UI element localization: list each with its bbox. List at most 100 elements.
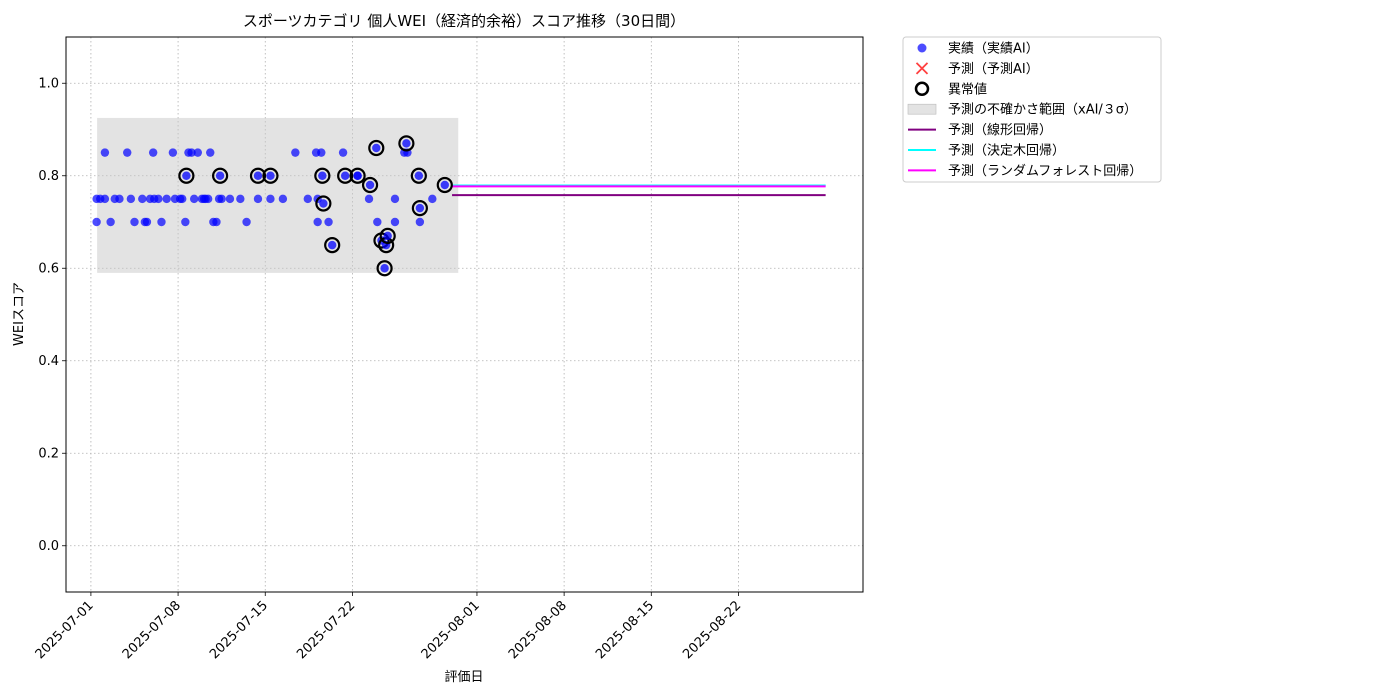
x-tick-label: 2025-08-01 xyxy=(419,598,483,662)
anomaly-ring xyxy=(349,167,366,184)
actual-point xyxy=(189,194,199,204)
anomaly-ring xyxy=(315,195,332,212)
actual-point xyxy=(212,217,221,227)
anomaly-point xyxy=(327,240,337,250)
actual-point xyxy=(126,194,136,204)
anomaly-ring xyxy=(314,167,331,184)
anomaly-ring xyxy=(324,237,341,254)
actual-point xyxy=(324,217,333,227)
actual-point xyxy=(115,194,124,204)
actual-point xyxy=(92,217,101,227)
anomaly-point xyxy=(365,180,375,190)
x-tick-label: 2025-07-01 xyxy=(33,598,97,662)
legend-marker-anomaly xyxy=(914,81,930,97)
y-tick-label: 0.4 xyxy=(38,354,59,369)
y-tick-label: 0.8 xyxy=(38,169,59,184)
plot-area xyxy=(65,36,864,593)
actual-point xyxy=(206,148,215,157)
anomaly-point xyxy=(215,171,225,180)
actual-point xyxy=(338,148,348,157)
anomaly-point xyxy=(372,143,381,153)
chart-title: スポーツカテゴリ 個人WEI（経済的余裕）スコア推移（30日間） xyxy=(243,12,685,30)
legend-frame xyxy=(902,36,1162,183)
actual-point xyxy=(428,194,437,204)
actual-point xyxy=(203,194,213,204)
anomaly-point xyxy=(340,171,350,180)
actual-point xyxy=(225,194,235,204)
actual-point xyxy=(390,217,400,227)
anomaly-ring xyxy=(411,200,428,217)
anomaly-point xyxy=(266,171,275,180)
anomaly-ring xyxy=(398,135,415,152)
anomaly-ring xyxy=(262,167,279,184)
x-tick-label: 2025-07-15 xyxy=(207,598,271,662)
anomaly-point xyxy=(383,231,392,241)
x-tick-label: 2025-07-22 xyxy=(294,598,358,662)
legend-label: 予測（ランダムフォレスト回帰） xyxy=(948,163,1142,179)
y-axis-label: WEIスコア xyxy=(12,282,27,346)
anomaly-ring xyxy=(361,176,379,194)
anomaly-ring xyxy=(249,167,267,184)
legend-label: 異常値 xyxy=(948,81,987,97)
actual-point xyxy=(317,148,326,157)
anomaly-ring xyxy=(376,260,393,277)
actual-point xyxy=(168,148,178,157)
anomaly-point xyxy=(415,203,425,213)
actual-point xyxy=(278,194,288,204)
actual-point xyxy=(242,217,251,227)
anomaly-ring xyxy=(410,167,427,184)
anomaly-point xyxy=(253,171,263,180)
actual-point xyxy=(390,194,400,204)
actual-point xyxy=(162,194,171,204)
actual-point xyxy=(157,217,166,227)
anomaly-point xyxy=(402,139,411,148)
legend-label: 予測（決定木回帰） xyxy=(948,143,1065,159)
x-tick-label: 2025-08-15 xyxy=(593,598,657,662)
y-axis-ticks: 0.0 0.2 0.4 0.6 0.8 1.0 xyxy=(38,76,66,554)
actual-point xyxy=(187,148,196,157)
actual-point xyxy=(373,217,382,227)
actual-point xyxy=(364,194,374,204)
anomaly-ring xyxy=(379,227,396,244)
prediction-lines-layer xyxy=(452,184,826,197)
legend-label: 予測の不確かさ範囲（xAI/３σ） xyxy=(948,102,1137,118)
anomaly-point xyxy=(380,264,389,273)
y-tick-label: 0.6 xyxy=(38,261,59,276)
legend-label: 実績（実績AI） xyxy=(948,41,1039,57)
legend-marker-actual xyxy=(917,43,927,53)
actual-point xyxy=(266,194,275,204)
x-tick-label: 2025-07-08 xyxy=(120,598,184,662)
actual-point xyxy=(123,148,132,157)
actual-point xyxy=(181,217,190,227)
actual-point xyxy=(154,194,163,204)
actual-point xyxy=(253,194,263,204)
actual-point xyxy=(142,217,152,227)
actual-point xyxy=(178,194,187,204)
anomaly-ring xyxy=(368,139,385,157)
actual-point xyxy=(193,148,202,157)
plot-frame xyxy=(65,36,864,593)
legend-marker-predicted xyxy=(915,62,929,75)
legend-label: 予測（予測AI） xyxy=(948,62,1039,77)
actual-point xyxy=(130,217,139,227)
anomaly-points-layer xyxy=(178,135,453,277)
actual-point xyxy=(106,217,115,227)
x-axis-ticks: 2025-07-01 2025-07-08 2025-07-15 2025-07-22… xyxy=(33,592,744,662)
actual-point xyxy=(415,217,425,227)
anomaly-point xyxy=(353,171,362,180)
actual-point xyxy=(138,194,147,204)
y-tick-label: 0.2 xyxy=(38,446,59,461)
actual-point xyxy=(303,194,312,204)
actual-point xyxy=(100,148,110,157)
anomaly-ring xyxy=(212,167,229,184)
legend-label: 予測（線形回帰） xyxy=(948,122,1052,138)
actual-point xyxy=(217,194,226,204)
anomaly-point xyxy=(319,199,328,208)
actual-point xyxy=(100,194,110,204)
actual-point xyxy=(291,148,300,157)
y-tick-label: 0.0 xyxy=(38,539,59,554)
anomaly-ring xyxy=(337,167,354,184)
x-tick-label: 2025-08-22 xyxy=(680,598,744,662)
